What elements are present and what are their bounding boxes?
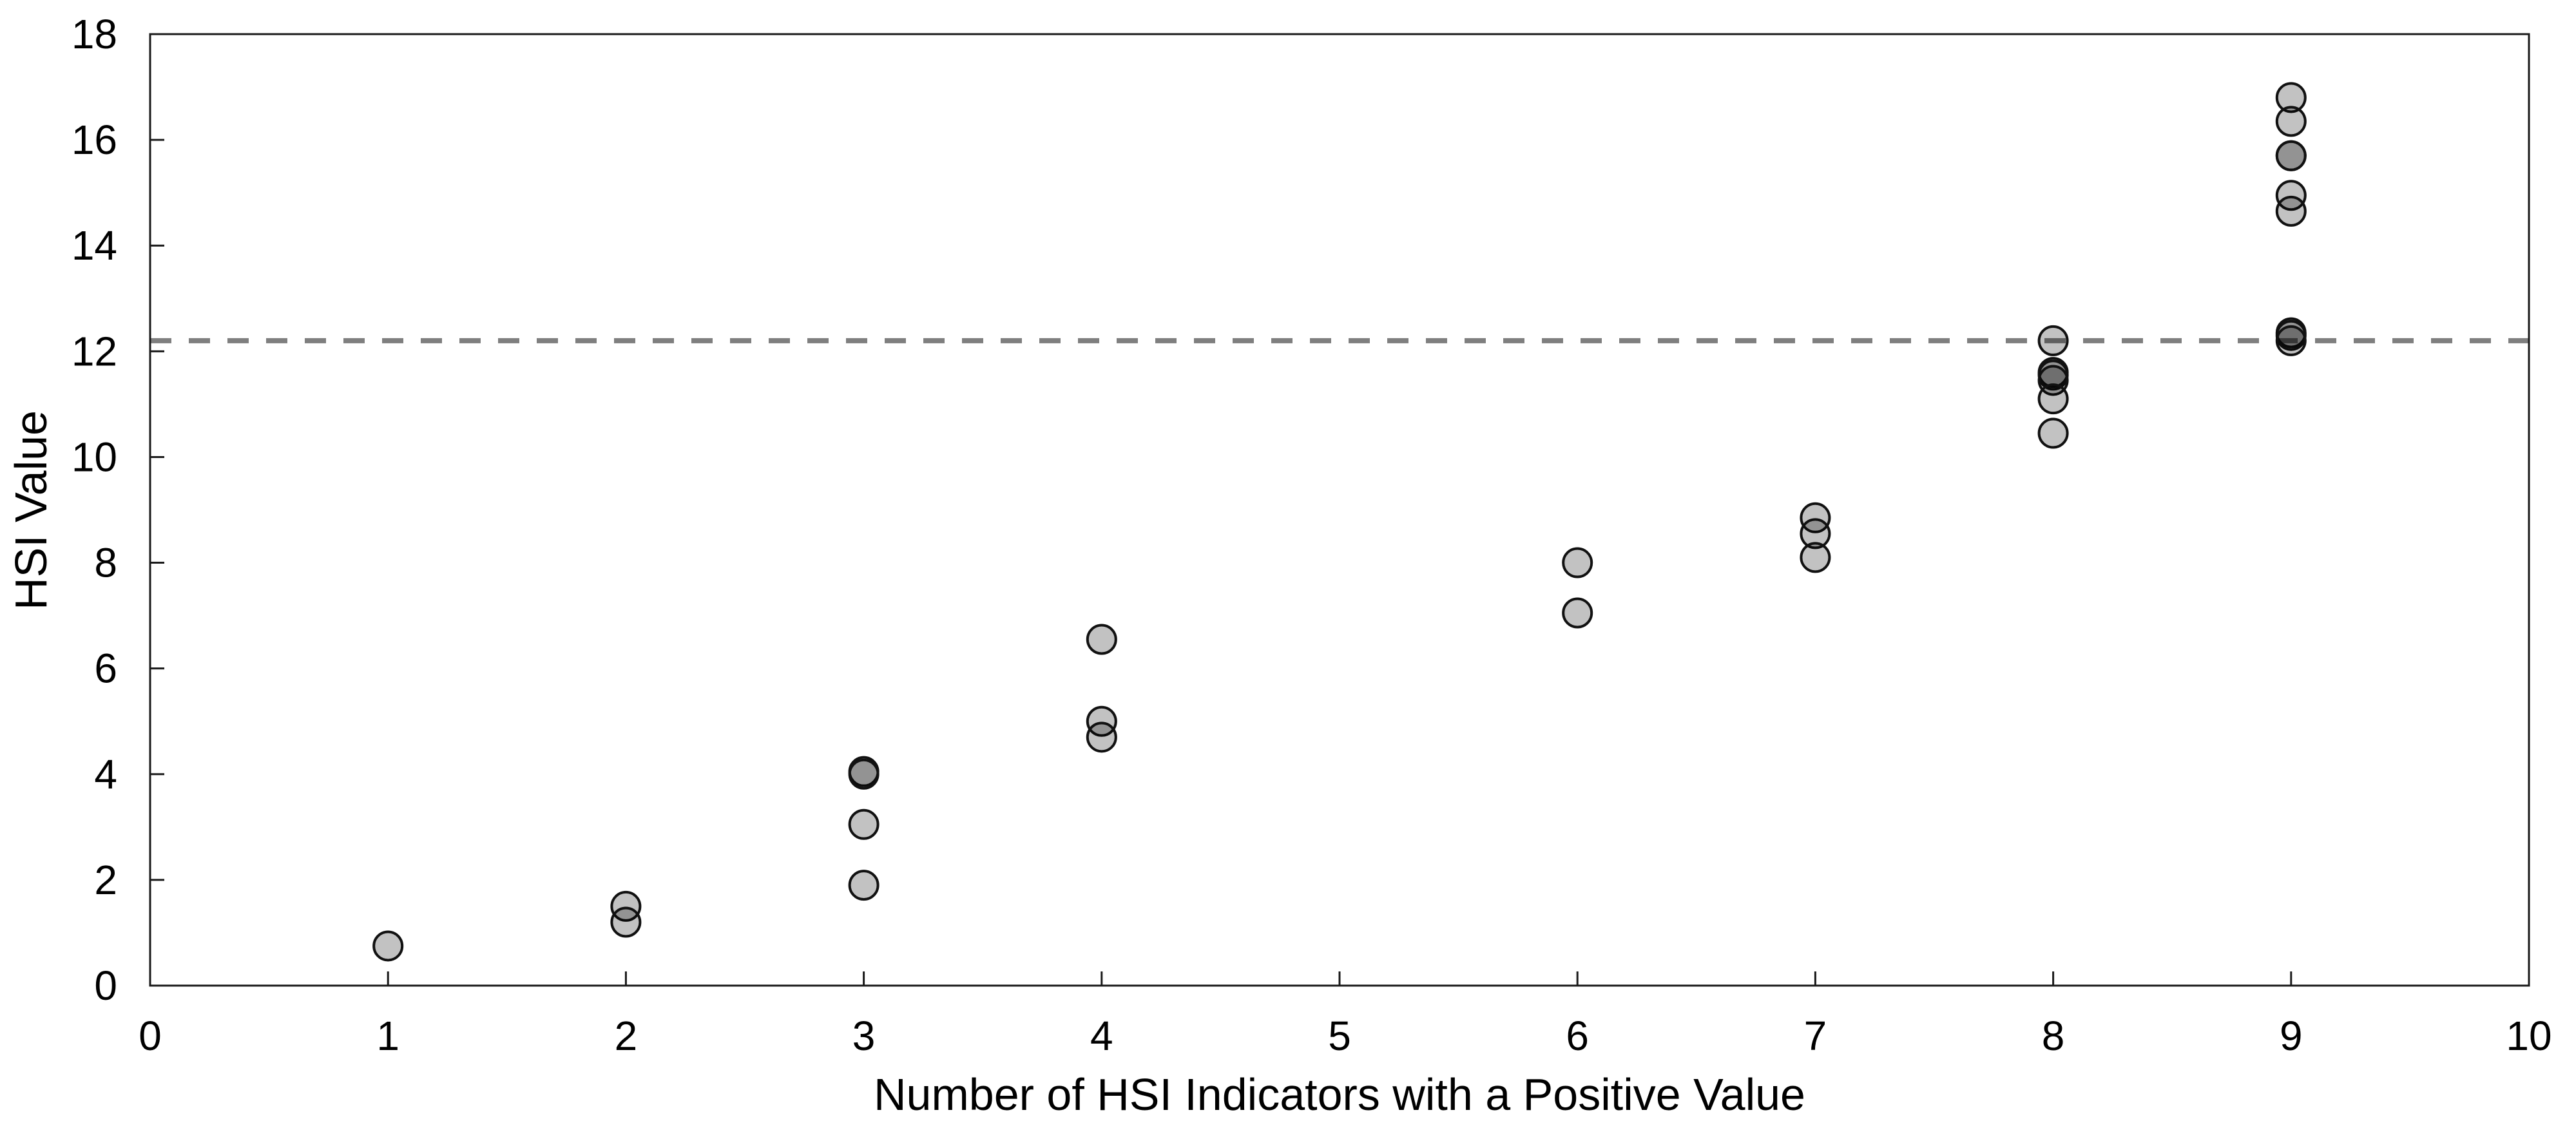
x-tick-labels: 0 1 2 3 4 5 6 7 8 9 10 xyxy=(139,1013,2552,1059)
x-tick-label: 8 xyxy=(2042,1013,2065,1059)
data-point xyxy=(1800,518,1831,549)
x-tick-label: 3 xyxy=(852,1013,876,1059)
y-tick-label: 0 xyxy=(94,962,117,1009)
data-point xyxy=(2275,106,2307,137)
x-tick-label: 5 xyxy=(1328,1013,1351,1059)
x-tick-label: 0 xyxy=(139,1013,162,1059)
x-tick-label: 10 xyxy=(2506,1013,2552,1059)
y-tick-label: 14 xyxy=(72,222,117,269)
data-point xyxy=(610,890,642,922)
y-tick-label: 6 xyxy=(94,645,117,692)
data-point xyxy=(1800,502,1831,533)
y-tick-label: 8 xyxy=(94,540,117,586)
data-points-layer xyxy=(372,82,2307,962)
data-point xyxy=(2275,180,2307,211)
data-point xyxy=(848,870,879,901)
data-point xyxy=(2037,383,2069,415)
y-tick-label: 16 xyxy=(72,117,117,163)
x-tick-label: 4 xyxy=(1090,1013,1113,1059)
y-tick-label: 18 xyxy=(72,11,117,57)
data-point xyxy=(2037,325,2069,356)
data-point xyxy=(2275,325,2307,356)
data-point xyxy=(372,930,404,962)
y-tick-label: 2 xyxy=(94,857,117,903)
data-point xyxy=(2037,417,2069,449)
y-tick-labels: 0 2 4 6 8 10 12 14 16 18 xyxy=(72,11,117,1009)
data-point xyxy=(2275,82,2307,113)
data-point xyxy=(848,808,879,840)
x-tick-label: 6 xyxy=(1566,1013,1589,1059)
data-point xyxy=(2275,195,2307,227)
x-tick-label: 2 xyxy=(615,1013,638,1059)
y-axis-title: HSI Value xyxy=(6,410,56,610)
data-point xyxy=(1086,705,1117,737)
data-point xyxy=(1800,542,1831,573)
plot-frame-layer xyxy=(149,33,2530,987)
x-axis-title: Number of HSI Indicators with a Positive… xyxy=(874,1069,1805,1120)
x-tick-label: 9 xyxy=(2280,1013,2303,1059)
y-tick-label: 10 xyxy=(72,434,117,480)
x-tick-label: 1 xyxy=(376,1013,399,1059)
plot-frame xyxy=(149,33,2530,987)
data-point xyxy=(610,906,642,938)
data-point xyxy=(1086,721,1117,753)
data-point xyxy=(2275,140,2307,171)
y-tick-label: 4 xyxy=(94,751,117,798)
x-tick-label: 7 xyxy=(1804,1013,1827,1059)
data-point xyxy=(1086,624,1117,655)
y-tick-label: 12 xyxy=(72,328,117,374)
data-point xyxy=(1562,547,1593,578)
data-point xyxy=(848,758,879,790)
data-point xyxy=(1562,597,1593,629)
tick-layer xyxy=(149,33,2530,987)
